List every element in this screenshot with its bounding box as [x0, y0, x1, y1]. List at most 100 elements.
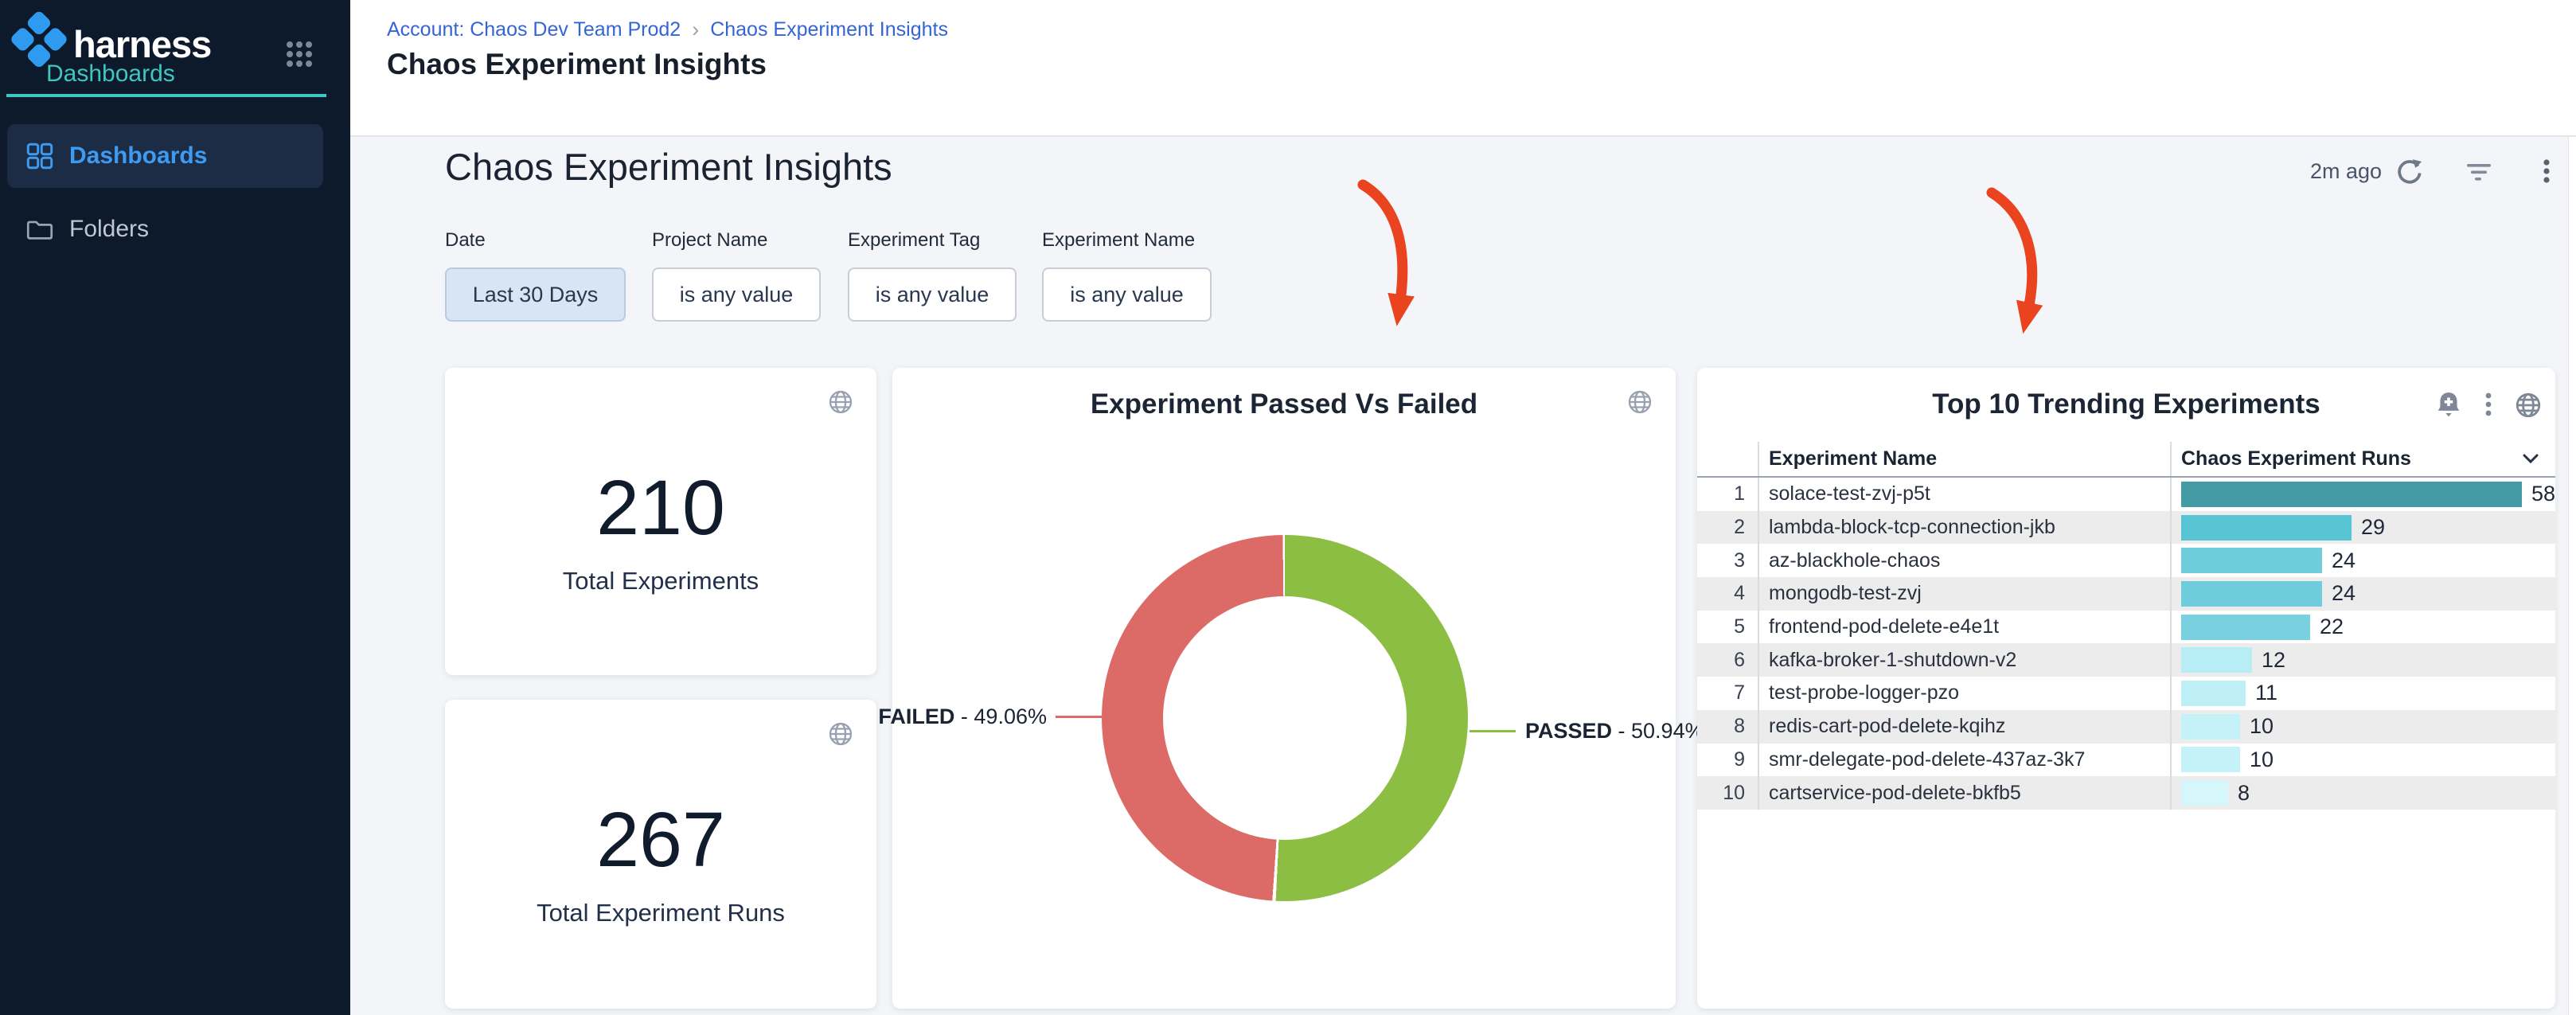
red-arrow-left — [1357, 179, 1415, 326]
runs-value: 24 — [2332, 548, 2356, 572]
experiment-name-cell: cartservice-pod-delete-bkfb5 — [1758, 776, 2170, 810]
sidebar: harness Dashboards Dashboards — [0, 0, 350, 1015]
row-rank: 5 — [1734, 615, 1745, 638]
experiment-name-cell: test-probe-logger-pzo — [1758, 677, 2170, 710]
globe-icon[interactable] — [827, 720, 854, 751]
runs-bar-cell: 22 — [2170, 610, 2555, 644]
table-row[interactable]: 2 lambda-block-tcp-connection-jkb 29 — [1697, 510, 2555, 545]
failed-callout-line — [1056, 716, 1102, 718]
trending-chart-title: Top 10 Trending Experiments — [1932, 388, 2320, 420]
trending-table-body: 1 solace-test-zvj-p5t 58 2 lambda-block-tcp-… — [1697, 478, 2555, 810]
runs-value: 11 — [2255, 681, 2278, 705]
module-label: Dashboards — [46, 61, 175, 87]
total-experiments-label: Total Experiments — [562, 567, 759, 595]
experiment-name-cell: redis-cart-pod-delete-kqihz — [1758, 709, 2170, 744]
breadcrumb-current-link[interactable]: Chaos Experiment Insights — [710, 18, 948, 41]
row-rank: 9 — [1734, 748, 1745, 771]
table-row[interactable]: 1 solace-test-zvj-p5t 58 — [1697, 478, 2555, 511]
runs-bar-cell: 10 — [2170, 743, 2555, 777]
filter-label: Experiment Tag — [848, 229, 981, 251]
runs-bar — [2181, 747, 2240, 773]
runs-bar-cell: 24 — [2170, 544, 2555, 578]
experiment-name-cell: frontend-pod-delete-e4e1t — [1758, 610, 2170, 644]
row-rank: 1 — [1734, 482, 1745, 506]
runs-bar — [2181, 647, 2252, 673]
filter-project-name: Project Name is any value — [652, 229, 821, 322]
runs-value: 12 — [2262, 647, 2286, 672]
row-rank: 2 — [1734, 516, 1745, 539]
table-row[interactable]: 7 test-probe-logger-pzo 11 — [1697, 677, 2555, 710]
experiment-name-filter-button[interactable]: is any value — [1042, 267, 1212, 322]
sidebar-item-label: Dashboards — [69, 142, 208, 169]
chevron-down-icon[interactable] — [2522, 453, 2539, 468]
brand-name: harness — [73, 23, 212, 65]
breadcrumb: Account: Chaos Dev Team Prod2 › Chaos Ex… — [387, 18, 948, 42]
runs-bar — [2181, 481, 2522, 507]
passed-failed-donut[interactable] — [1102, 535, 1468, 901]
tile-menu-kebab-icon[interactable] — [2484, 390, 2493, 424]
table-row[interactable]: 4 mongodb-test-zvj 24 — [1697, 577, 2555, 611]
runs-bar — [2181, 780, 2228, 806]
sidebar-item-dashboards[interactable]: Dashboards — [7, 124, 323, 188]
table-row[interactable]: 9 smr-delegate-pod-delete-437az-3k7 10 — [1697, 743, 2555, 777]
filter-experiment-name: Experiment Name is any value — [1042, 229, 1212, 322]
runs-value: 8 — [2238, 780, 2250, 805]
red-arrow-right — [1986, 187, 2043, 334]
row-rank: 4 — [1734, 582, 1745, 605]
table-row[interactable]: 6 kafka-broker-1-shutdown-v2 12 — [1697, 643, 2555, 677]
donut-chart-title: Experiment Passed Vs Failed — [1090, 388, 1478, 420]
runs-bar — [2181, 614, 2310, 640]
row-rank: 10 — [1723, 781, 1745, 804]
runs-bar — [2181, 580, 2322, 607]
filter-experiment-tag: Experiment Tag is any value — [848, 229, 1017, 322]
alerts-bell-icon[interactable] — [2434, 390, 2463, 424]
row-rank: 6 — [1734, 648, 1745, 671]
total-experiment-runs-card: 267 Total Experiment Runs — [445, 700, 876, 1009]
row-rank: 7 — [1734, 681, 1745, 705]
runs-bar-cell: 12 — [2170, 643, 2555, 677]
experiment-name-cell: smr-delegate-pod-delete-437az-3k7 — [1758, 743, 2170, 777]
breadcrumb-account-link[interactable]: Account: Chaos Dev Team Prod2 — [387, 18, 681, 41]
filter-label: Project Name — [652, 229, 768, 251]
app-grid-icon[interactable] — [283, 38, 315, 74]
runs-value: 10 — [2250, 714, 2274, 739]
project-name-filter-button[interactable]: is any value — [652, 267, 821, 322]
dashboard-filters-icon[interactable] — [2465, 159, 2493, 190]
total-experiments-value: 210 — [596, 464, 725, 551]
runs-value: 58 — [2531, 482, 2556, 506]
globe-icon[interactable] — [827, 388, 854, 420]
runs-bar — [2181, 514, 2352, 541]
experiment-name-cell: lambda-block-tcp-connection-jkb — [1758, 510, 2170, 545]
dashboard-menu-kebab-icon[interactable] — [2533, 156, 2560, 192]
date-filter-button[interactable]: Last 30 Days — [445, 267, 626, 322]
experiment-tag-filter-button[interactable]: is any value — [848, 267, 1017, 322]
runs-bar — [2181, 548, 2322, 574]
runs-bar-cell: 24 — [2170, 577, 2555, 611]
table-row[interactable]: 8 redis-cart-pod-delete-kqihz 10 — [1697, 709, 2555, 744]
globe-icon[interactable] — [2514, 391, 2543, 424]
sidebar-item-folders[interactable]: Folders — [7, 197, 323, 261]
refresh-icon[interactable] — [2395, 158, 2425, 192]
runs-column-header[interactable]: Chaos Experiment Runs — [2170, 442, 2555, 476]
table-row[interactable]: 5 frontend-pod-delete-e4e1t 22 — [1697, 610, 2555, 644]
vertical-scrollbar[interactable] — [2568, 137, 2576, 1015]
runs-bar-cell: 29 — [2170, 510, 2555, 545]
failed-slice-label: FAILED - 49.06% — [878, 705, 1047, 728]
experiment-name-cell: mongodb-test-zvj — [1758, 577, 2170, 611]
table-header-row: Experiment Name Chaos Experiment Runs — [1697, 442, 2555, 478]
passed-slice-label: PASSED - 50.94% — [1525, 719, 1704, 743]
row-rank: 3 — [1734, 548, 1745, 572]
breadcrumb-separator: › — [692, 18, 700, 41]
runs-value: 29 — [2361, 515, 2386, 540]
runs-bar — [2181, 680, 2246, 706]
globe-icon[interactable] — [1626, 388, 1653, 420]
runs-bar-cell: 8 — [2170, 776, 2555, 810]
top-trending-experiments-card: Top 10 Trending Experiments — [1697, 368, 2555, 1009]
table-row[interactable]: 10 cartservice-pod-delete-bkfb5 8 — [1697, 776, 2555, 810]
last-refresh-text: 2m ago — [2310, 159, 2383, 183]
table-row[interactable]: 3 az-blackhole-chaos 24 — [1697, 544, 2555, 578]
filter-label: Date — [445, 229, 486, 251]
experiment-name-column-header[interactable]: Experiment Name — [1758, 442, 2170, 476]
